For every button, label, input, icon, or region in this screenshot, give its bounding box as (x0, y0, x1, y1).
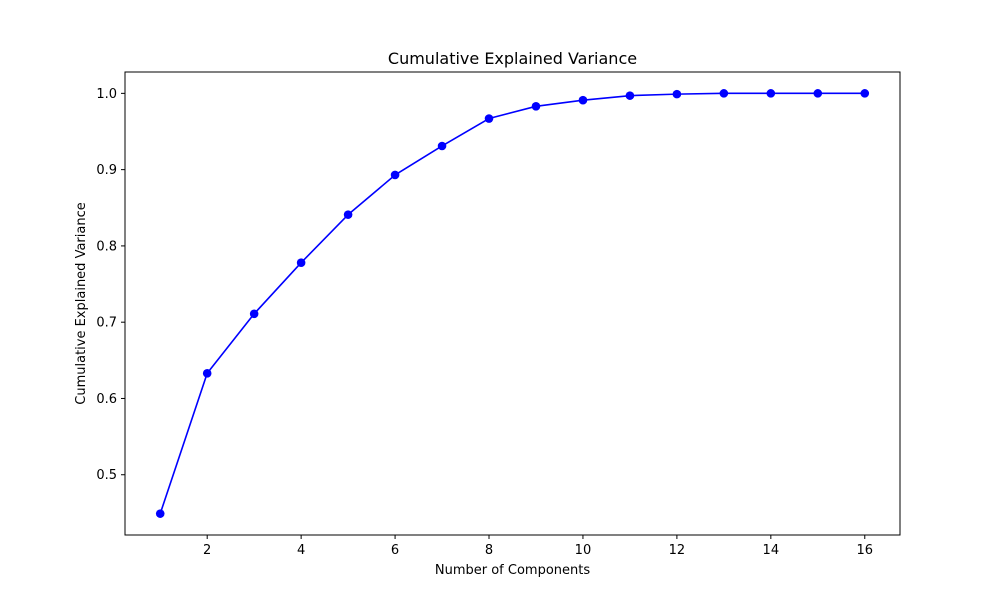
x-tick-label: 10 (575, 543, 592, 558)
x-tick-label: 12 (669, 543, 686, 558)
y-ticks: 0.5 0.6 0.7 0.8 0.9 1.0 (96, 87, 125, 483)
x-ticks: 2 4 6 8 10 12 14 16 (203, 535, 873, 558)
y-tick-label: 0.8 (96, 239, 117, 254)
x-tick-label: 6 (391, 543, 399, 558)
y-tick-label: 0.5 (96, 468, 117, 483)
y-tick-label: 1.0 (96, 87, 117, 102)
chart-title: Cumulative Explained Variance (388, 49, 637, 68)
x-tick-label: 4 (297, 543, 305, 558)
data-point (390, 170, 400, 180)
data-point (202, 368, 212, 378)
data-point (155, 509, 165, 518)
data-point (719, 89, 729, 98)
series-layer (155, 89, 870, 518)
plot-area (125, 72, 900, 535)
x-tick-label: 2 (203, 543, 211, 558)
data-point (625, 91, 635, 100)
y-tick-label: 0.6 (96, 392, 117, 407)
data-point (813, 89, 823, 98)
x-tick-label: 8 (485, 543, 493, 558)
data-point (578, 95, 588, 105)
x-tick-label: 14 (763, 543, 780, 558)
series-line (159, 92, 865, 514)
data-point (296, 258, 306, 267)
data-point (860, 89, 870, 98)
y-tick-label: 0.7 (96, 316, 117, 331)
y-axis-label: Cumulative Explained Variance (74, 202, 89, 404)
data-point (672, 89, 682, 99)
x-tick-label: 16 (856, 543, 873, 558)
data-point (531, 102, 541, 111)
x-axis-label: Number of Components (435, 563, 590, 578)
y-tick-label: 0.9 (96, 163, 117, 178)
plot-frame (124, 71, 901, 536)
data-point (766, 89, 776, 98)
data-point (484, 114, 494, 123)
data-point (437, 141, 447, 151)
data-point (343, 210, 353, 219)
data-point (249, 309, 259, 319)
